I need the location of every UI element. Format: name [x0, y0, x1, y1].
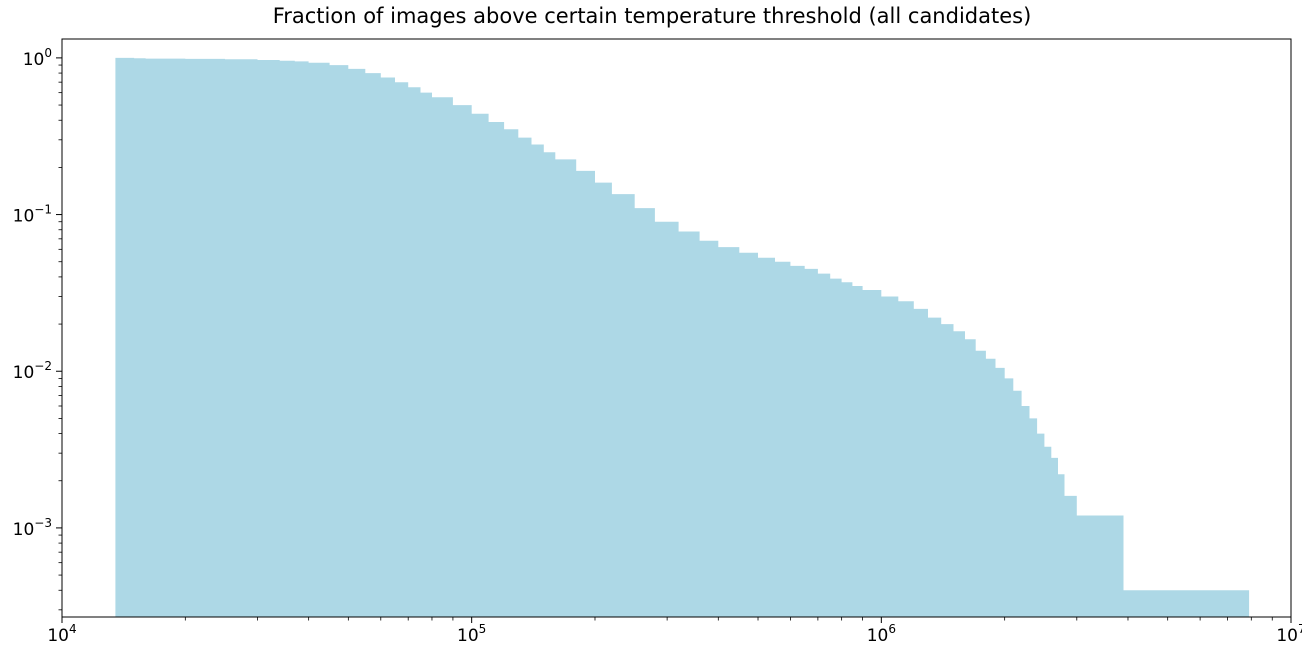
- fraction-step-area: [115, 57, 1250, 617]
- y-tick-label: 10−2: [13, 359, 52, 383]
- x-tick-label: 104: [47, 622, 76, 646]
- chart-title: Fraction of images above certain tempera…: [273, 4, 1032, 28]
- x-tick-label: 106: [867, 622, 896, 646]
- plot-frame: [61, 38, 1292, 618]
- y-tick-label: 10−3: [13, 516, 52, 540]
- x-axis: 104 105 106 107: [47, 617, 1302, 646]
- data-area: [115, 57, 1250, 617]
- y-tick-label: 100: [23, 46, 52, 70]
- x-tick-label: 105: [457, 622, 486, 646]
- y-tick-label: 10−1: [13, 203, 52, 227]
- x-tick-label: 107: [1276, 622, 1302, 646]
- y-axis: 100 10−1 10−2 10−3: [13, 46, 62, 611]
